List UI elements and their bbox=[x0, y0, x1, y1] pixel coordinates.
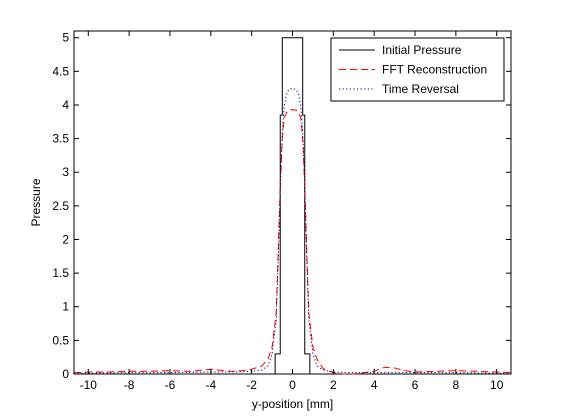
y-axis-label: Pressure bbox=[29, 178, 43, 226]
x-axis-ticks: -10 -8 -6 -4 -2 0 2 4 6 8 10 bbox=[80, 31, 504, 392]
y-tick-label: 1.5 bbox=[52, 266, 69, 280]
x-tick-label: -2 bbox=[246, 378, 257, 392]
series-layer bbox=[73, 37, 512, 375]
x-tick-label: -4 bbox=[205, 378, 216, 392]
y-tick-label: 1 bbox=[62, 300, 69, 314]
y-tick-label: 4.5 bbox=[52, 64, 69, 78]
y-tick-label: 0.5 bbox=[52, 333, 69, 347]
series-line-initial-pressure bbox=[74, 37, 511, 375]
x-axis-label: y-position [mm] bbox=[252, 397, 333, 411]
x-tick-label: 2 bbox=[330, 378, 337, 392]
legend-entry-fft-reconstruction: FFT Reconstruction bbox=[339, 63, 487, 77]
y-tick-label: 4 bbox=[62, 98, 69, 112]
x-tick-label: 4 bbox=[371, 378, 378, 392]
y-tick-label: 0 bbox=[62, 367, 69, 381]
legend-label-time-reversal: Time Reversal bbox=[382, 82, 459, 96]
x-tick-label: 10 bbox=[490, 378, 504, 392]
y-tick-label: 3 bbox=[62, 165, 69, 179]
x-tick-label: 8 bbox=[453, 378, 460, 392]
y-axis-ticks: 0 0.5 1 1.5 2 2.5 3 3.5 4 4.5 5 bbox=[52, 31, 511, 381]
legend-box bbox=[330, 37, 505, 102]
x-tick-label: 6 bbox=[412, 378, 419, 392]
legend: Initial Pressure FFT Reconstruction Time… bbox=[330, 37, 505, 102]
y-tick-label: 2.5 bbox=[52, 199, 69, 213]
x-tick-label: -10 bbox=[80, 378, 98, 392]
legend-entry-time-reversal: Time Reversal bbox=[339, 82, 459, 96]
x-tick-label: -8 bbox=[124, 378, 135, 392]
x-tick-label: 0 bbox=[289, 378, 296, 392]
legend-entry-initial-pressure: Initial Pressure bbox=[339, 43, 462, 57]
legend-label-initial-pressure: Initial Pressure bbox=[382, 43, 462, 57]
x-tick-label: -6 bbox=[165, 378, 176, 392]
series-line-fft-reconstruction bbox=[73, 109, 512, 375]
y-tick-label: 2 bbox=[62, 232, 69, 246]
y-tick-label: 3.5 bbox=[52, 132, 69, 146]
y-tick-label: 5 bbox=[62, 31, 69, 45]
legend-label-fft-reconstruction: FFT Reconstruction bbox=[382, 63, 487, 77]
series-line-time-reversal bbox=[73, 87, 512, 374]
